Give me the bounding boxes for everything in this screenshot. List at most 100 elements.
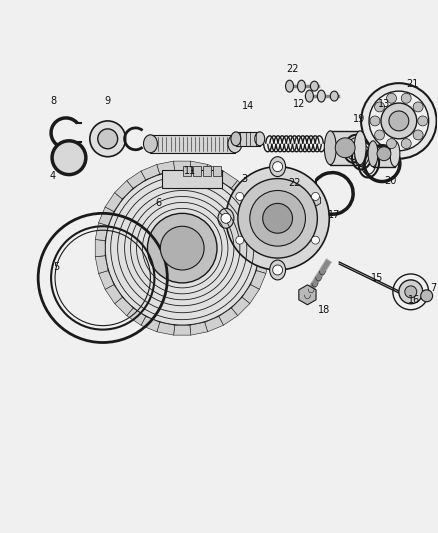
Polygon shape — [242, 192, 259, 212]
Text: 22: 22 — [288, 177, 301, 188]
Polygon shape — [259, 239, 269, 257]
Text: 19: 19 — [353, 114, 365, 124]
Polygon shape — [242, 285, 259, 304]
Circle shape — [160, 226, 204, 270]
Circle shape — [311, 192, 319, 200]
Ellipse shape — [144, 135, 157, 153]
Polygon shape — [173, 161, 191, 171]
Polygon shape — [297, 190, 307, 203]
Bar — [193, 166, 201, 175]
Bar — [162, 169, 222, 188]
Text: 14: 14 — [242, 101, 254, 111]
Circle shape — [263, 204, 293, 233]
Text: 12: 12 — [293, 99, 306, 109]
Polygon shape — [127, 171, 146, 188]
Ellipse shape — [270, 157, 286, 176]
Text: 17: 17 — [328, 211, 340, 220]
Ellipse shape — [228, 135, 242, 153]
Text: 8: 8 — [50, 96, 56, 106]
Circle shape — [52, 141, 86, 175]
Polygon shape — [205, 165, 223, 180]
Polygon shape — [157, 322, 175, 335]
Polygon shape — [141, 317, 160, 332]
Text: 11: 11 — [184, 166, 196, 175]
Bar — [330, 131, 360, 165]
Polygon shape — [219, 171, 238, 188]
Circle shape — [369, 91, 429, 151]
Circle shape — [250, 190, 305, 246]
Polygon shape — [310, 195, 321, 206]
Polygon shape — [99, 271, 114, 289]
Ellipse shape — [270, 260, 286, 280]
Circle shape — [418, 116, 427, 126]
Ellipse shape — [305, 90, 314, 102]
Circle shape — [401, 139, 411, 149]
Text: 16: 16 — [408, 295, 420, 305]
Circle shape — [421, 290, 433, 302]
Polygon shape — [251, 271, 266, 289]
Circle shape — [377, 147, 391, 160]
Polygon shape — [141, 165, 160, 180]
Polygon shape — [95, 223, 108, 240]
Circle shape — [402, 291, 412, 301]
Text: 7: 7 — [431, 283, 437, 293]
Bar — [183, 166, 191, 175]
Circle shape — [386, 139, 396, 149]
Text: 6: 6 — [155, 198, 162, 208]
Text: 4: 4 — [50, 171, 56, 181]
Polygon shape — [190, 161, 208, 174]
Ellipse shape — [318, 90, 325, 102]
Text: 15: 15 — [371, 273, 383, 283]
Polygon shape — [256, 223, 269, 240]
Ellipse shape — [324, 131, 336, 165]
Text: 21: 21 — [406, 79, 419, 89]
Polygon shape — [115, 181, 133, 199]
Polygon shape — [95, 239, 105, 257]
Circle shape — [370, 116, 380, 126]
Text: 22: 22 — [286, 64, 299, 74]
Circle shape — [221, 213, 231, 223]
Ellipse shape — [218, 208, 234, 228]
Circle shape — [374, 102, 385, 112]
Ellipse shape — [390, 141, 400, 167]
Circle shape — [236, 236, 244, 244]
Polygon shape — [205, 317, 223, 332]
Ellipse shape — [311, 81, 318, 91]
Circle shape — [273, 161, 283, 172]
Circle shape — [335, 138, 355, 158]
Circle shape — [105, 171, 260, 326]
Circle shape — [98, 129, 118, 149]
Ellipse shape — [354, 131, 366, 165]
Text: 5: 5 — [53, 262, 59, 272]
Polygon shape — [231, 181, 250, 199]
Polygon shape — [231, 297, 250, 316]
Ellipse shape — [297, 80, 305, 92]
Circle shape — [413, 130, 423, 140]
Circle shape — [401, 93, 411, 103]
Polygon shape — [157, 161, 175, 174]
Circle shape — [273, 265, 283, 275]
Bar — [236, 132, 260, 146]
Bar — [150, 135, 235, 153]
Polygon shape — [190, 322, 208, 335]
Bar — [203, 166, 211, 175]
Polygon shape — [256, 256, 269, 273]
Bar — [373, 141, 395, 167]
Text: 18: 18 — [318, 305, 330, 314]
Polygon shape — [251, 207, 266, 225]
Bar — [213, 166, 221, 175]
Text: 9: 9 — [105, 96, 111, 106]
Circle shape — [90, 121, 126, 157]
Polygon shape — [99, 207, 114, 225]
Circle shape — [226, 167, 329, 270]
Circle shape — [311, 236, 319, 244]
Circle shape — [374, 130, 385, 140]
Ellipse shape — [368, 141, 378, 167]
Circle shape — [399, 280, 423, 304]
Circle shape — [238, 179, 318, 258]
Circle shape — [389, 111, 409, 131]
Polygon shape — [173, 325, 191, 335]
Polygon shape — [105, 192, 122, 212]
Circle shape — [236, 192, 244, 200]
Polygon shape — [127, 308, 146, 325]
